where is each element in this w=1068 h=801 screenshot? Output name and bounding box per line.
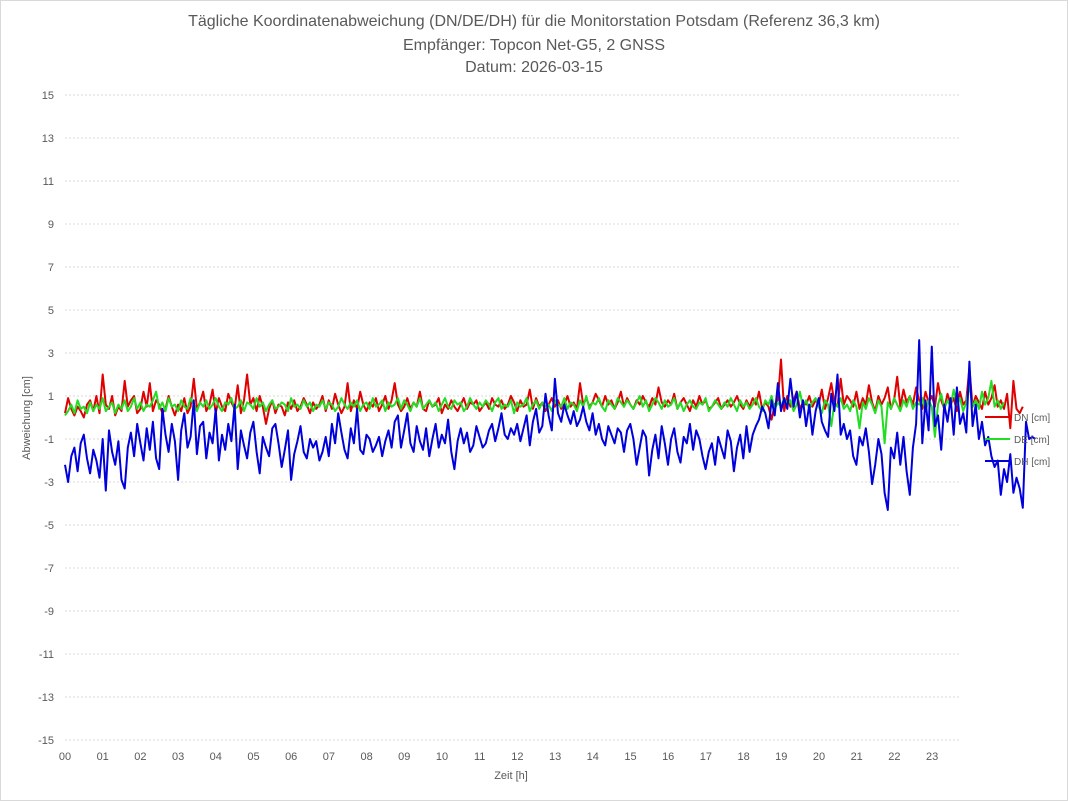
y-axis-label: Abweichung [cm] bbox=[21, 376, 33, 460]
legend-label: DE [cm] bbox=[1014, 435, 1050, 446]
x-tick-label: 04 bbox=[210, 751, 222, 763]
x-tick-label: 01 bbox=[97, 751, 109, 763]
x-tick-label: 07 bbox=[323, 751, 335, 763]
x-tick-label: 09 bbox=[398, 751, 410, 763]
x-tick-label: 22 bbox=[888, 751, 900, 763]
x-tick-label: 20 bbox=[813, 751, 825, 763]
x-tick-label: 19 bbox=[775, 751, 787, 763]
x-axis-ticks: 00 01 02 03 04 05 06 07 08 09 10 11 12 13 14 15 16 17 18 19… bbox=[59, 751, 938, 763]
grid-lines bbox=[65, 94, 960, 741]
y-tick-label: -1 bbox=[44, 434, 54, 446]
x-tick-label: 18 bbox=[737, 751, 749, 763]
y-tick-label: 1 bbox=[48, 391, 54, 403]
x-tick-label: 12 bbox=[511, 751, 523, 763]
x-tick-label: 03 bbox=[172, 751, 184, 763]
y-tick-label: 9 bbox=[48, 219, 54, 231]
x-tick-label: 14 bbox=[587, 751, 599, 763]
x-tick-label: 16 bbox=[662, 751, 674, 763]
x-tick-label: 00 bbox=[59, 751, 71, 763]
x-tick-label: 11 bbox=[474, 751, 485, 763]
x-tick-label: 08 bbox=[360, 751, 372, 763]
x-tick-label: 17 bbox=[700, 751, 712, 763]
y-tick-label: -3 bbox=[44, 477, 54, 489]
y-tick-label: -5 bbox=[44, 520, 54, 532]
chart-subtitle-receiver: Empfänger: Topcon Net-G5, 2 GNSS bbox=[402, 37, 666, 54]
series-line-de bbox=[64, 379, 1005, 445]
legend: DN [cm] DE [cm] DH [cm] bbox=[985, 413, 1050, 468]
series-lines bbox=[64, 339, 1036, 511]
y-axis-ticks: 15 13 11 9 7 5 3 1 -1 -3 -5 -7 -9 -11 -13 -15 bbox=[38, 90, 54, 747]
y-tick-label: 15 bbox=[42, 90, 54, 102]
legend-label: DH [cm] bbox=[1014, 457, 1050, 468]
y-tick-label: -7 bbox=[44, 563, 54, 575]
x-tick-label: 06 bbox=[285, 751, 297, 763]
y-tick-label: 3 bbox=[48, 348, 54, 360]
x-axis-label: Zeit [h] bbox=[494, 770, 528, 782]
y-tick-label: 13 bbox=[42, 133, 54, 145]
y-tick-label: -11 bbox=[39, 649, 54, 661]
x-tick-label: 23 bbox=[926, 751, 938, 763]
y-tick-label: -13 bbox=[38, 692, 54, 704]
chart-subtitle-date: Datum: 2026-03-15 bbox=[465, 59, 603, 76]
legend-label: DN [cm] bbox=[1014, 413, 1050, 424]
y-tick-label: 5 bbox=[48, 305, 54, 317]
y-tick-label: 7 bbox=[48, 262, 54, 274]
x-tick-label: 13 bbox=[549, 751, 561, 763]
x-tick-label: 21 bbox=[851, 751, 863, 763]
y-tick-label: -9 bbox=[44, 606, 54, 618]
x-tick-label: 10 bbox=[436, 751, 448, 763]
x-tick-label: 15 bbox=[624, 751, 636, 763]
x-tick-label: 02 bbox=[134, 751, 146, 763]
chart-title: Tägliche Koordinatenabweichung (DN/DE/DH… bbox=[188, 13, 880, 30]
y-tick-label: 11 bbox=[43, 176, 54, 188]
y-tick-label: -15 bbox=[38, 735, 54, 747]
x-tick-label: 05 bbox=[247, 751, 259, 763]
series-line-dh bbox=[64, 339, 1036, 511]
